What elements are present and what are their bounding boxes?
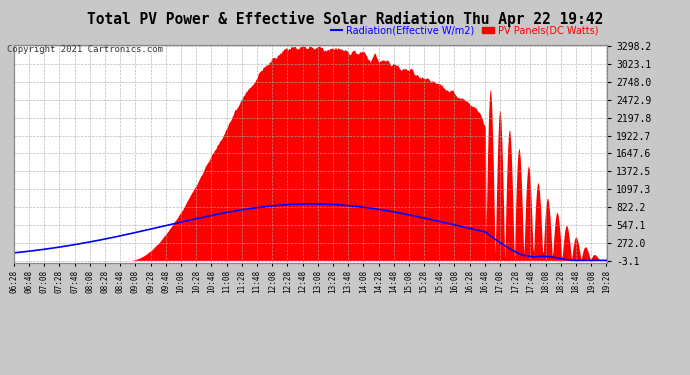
Text: Total PV Power & Effective Solar Radiation Thu Apr 22 19:42: Total PV Power & Effective Solar Radiati… (87, 11, 603, 27)
Legend: Radiation(Effective W/m2), PV Panels(DC Watts): Radiation(Effective W/m2), PV Panels(DC … (327, 22, 602, 39)
Text: Copyright 2021 Cartronics.com: Copyright 2021 Cartronics.com (7, 45, 163, 54)
